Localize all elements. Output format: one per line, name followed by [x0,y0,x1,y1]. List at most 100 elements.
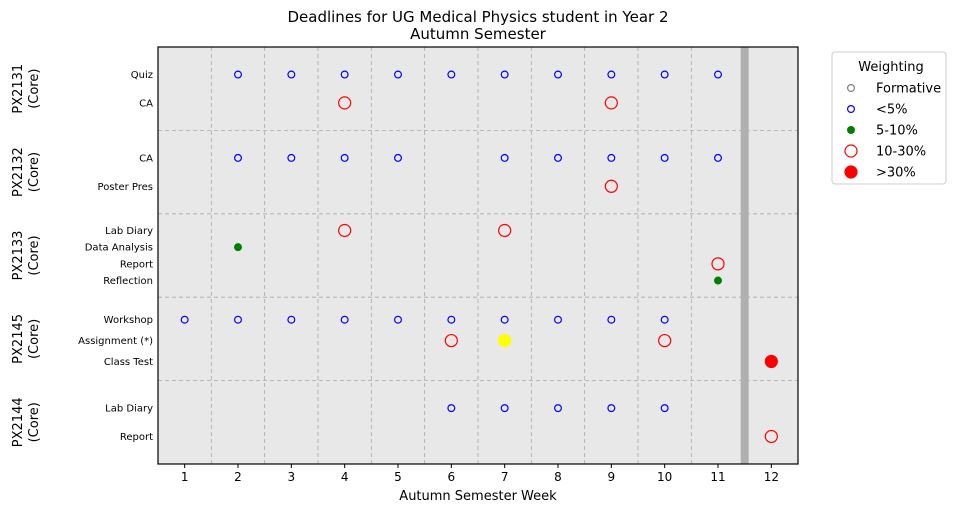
data-point [394,315,403,324]
data-point [713,276,722,285]
x-tick-label: 7 [501,470,509,484]
module-type: (Core) [27,69,42,109]
data-point [340,315,349,324]
legend-marker [844,165,858,179]
x-tick-label: 12 [764,470,779,484]
legend-box [831,51,947,185]
assessment-label: Lab Diary [105,226,153,237]
semester-break [740,47,749,464]
module-labels: PX2131 (Core)PX2132 (Core)PX2133 (Core)PX21… [11,64,42,447]
data-point [553,70,562,79]
semester-break-band [740,47,749,464]
data-point [180,315,189,324]
data-point [444,333,458,348]
module-label-group: PX2132 (Core) [11,147,42,197]
module-type: (Core) [27,319,42,359]
legend-label: 5-10% [876,124,918,139]
x-tick-label: 9 [608,470,616,484]
legend-label: >30% [876,166,916,181]
legend-marker [846,104,855,113]
data-point [394,70,403,79]
data-point [711,257,725,271]
legend-label: 10-30% [876,145,926,160]
module-label-group: PX2145 (Core) [11,314,42,364]
data-point [338,223,352,238]
x-axis-label: Autumn Semester Week [399,489,557,504]
data-point [498,223,512,238]
data-point [234,315,243,324]
data-point [234,70,243,79]
module-type: (Core) [27,235,42,275]
data-point [447,70,456,79]
module-label-group: PX2131 (Core) [11,64,42,114]
data-point [500,153,509,162]
assessment-labels: Quiz CA CA Poster Pres Lab Diary Data Analysi… [78,70,153,443]
data-point [764,354,778,369]
chart-title-line-1: Deadlines for UG Medical Physics student… [287,8,668,26]
assessment-label: Assignment (*) [78,336,153,347]
x-tick-label: 3 [288,470,296,484]
data-point [287,153,296,162]
x-tick-label: 6 [448,470,456,484]
legend-label: Formative [876,82,941,97]
module-type: (Core) [27,402,42,442]
x-tick-label: 8 [554,470,562,484]
legend-title: Weighting [858,60,923,75]
assessment-label: Report [120,259,153,270]
data-point [604,96,618,110]
data-point [234,243,243,252]
data-point [660,315,669,324]
assessment-label: CA [139,98,153,109]
legend-entries: Formative <5% 5-10% 10-30% >30% [844,82,941,181]
x-tick-label: 11 [710,470,725,484]
assessment-label: Report [120,432,153,443]
data-point [498,333,512,348]
legend-marker [844,144,858,158]
legend-label: <5% [876,103,908,118]
data-point [287,315,296,324]
assessment-label: Data Analysis [85,243,153,254]
data-point [447,404,456,413]
data-point [713,153,722,162]
assessment-label: Class Test [104,357,153,368]
data-point [338,96,352,110]
data-point [713,70,722,79]
data-point [340,70,349,79]
data-point [660,70,669,79]
data-point [553,153,562,162]
data-point [394,153,403,162]
data-point [447,315,456,324]
data-point [660,404,669,413]
data-point [500,315,509,324]
x-tick-label: 10 [657,470,672,484]
data-point [660,153,669,162]
data-point [764,429,778,444]
module-name: PX2131 [11,64,26,114]
module-name: PX2145 [11,314,26,364]
data-points [180,70,778,444]
module-label-group: PX2144 (Core) [11,397,42,447]
data-point [553,404,562,413]
data-point [287,70,296,79]
data-point [607,70,616,79]
x-axis-ticks: 1 2 3 4 5 6 7 8 9 10 11 12 [181,464,779,484]
grid-lines [158,47,798,464]
assessment-label: CA [139,153,153,164]
data-point [500,404,509,413]
module-name: PX2132 [11,147,26,197]
assessment-label: Poster Pres [98,182,153,193]
legend-marker [846,125,855,134]
module-type: (Core) [27,152,42,192]
data-point [234,153,243,162]
data-point [340,153,349,162]
module-name: PX2144 [11,397,26,447]
legend: Weighting Formative <5% 5-10% 10-30% >30% [831,51,947,185]
x-tick-label: 1 [181,470,189,484]
module-name: PX2133 [11,231,26,281]
data-point [607,315,616,324]
chart-title-line-2: Autumn Semester [410,25,547,43]
plot-area [158,47,798,464]
plot-frame [157,46,799,465]
x-tick-label: 2 [234,470,242,484]
data-point [553,315,562,324]
